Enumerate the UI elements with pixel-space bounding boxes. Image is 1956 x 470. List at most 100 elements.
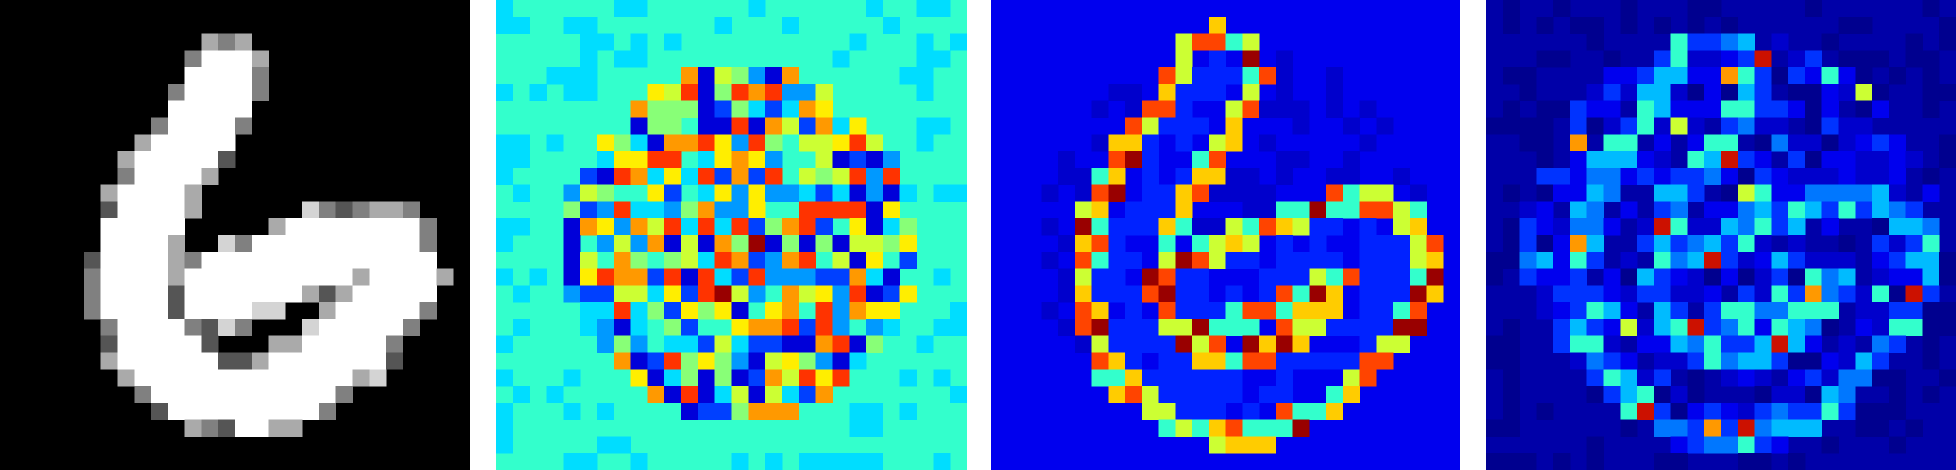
pixel-cell [1359, 352, 1377, 370]
pixel-cell [1225, 318, 1243, 337]
pixel-cell [134, 352, 152, 370]
pixel-cell [1208, 235, 1226, 253]
pixel-cell [697, 167, 716, 185]
pixel-cell [1637, 369, 1655, 387]
pixel-cell [681, 134, 699, 152]
pixel-cell [714, 285, 732, 303]
pixel-cell [580, 67, 598, 85]
pixel-cell [1939, 151, 1956, 169]
pixel-cell [714, 352, 732, 370]
pixel-cell [1158, 318, 1176, 337]
pixel-cell [167, 167, 185, 185]
pixel-cell [1192, 419, 1210, 437]
pixel-cell [1208, 386, 1226, 404]
pixel-cell [748, 369, 766, 387]
pixel-cell [302, 251, 320, 269]
pixel-cell [1603, 285, 1621, 303]
pixel-cell [1242, 352, 1260, 370]
pixel-cell [1553, 218, 1571, 236]
pixel-cell [1603, 134, 1621, 152]
pixel-cell [1502, 335, 1520, 353]
pixel-cell [1074, 235, 1092, 253]
pixel-cell [731, 302, 749, 320]
pixel-cell [798, 335, 816, 353]
pixel-cell [1670, 285, 1688, 303]
pixel-cell [1771, 33, 1789, 51]
pixel-cell [1737, 151, 1755, 169]
pixel-cell [596, 268, 615, 286]
pixel-cell [1125, 318, 1143, 337]
pixel-cell [302, 285, 320, 303]
pixel-cell [1393, 268, 1411, 286]
pixel-cell [798, 201, 816, 219]
pixel-cell [1074, 302, 1092, 320]
pixel-cell [1275, 50, 1293, 68]
pixel-cell [1409, 184, 1427, 202]
pixel-cell [201, 352, 219, 370]
pixel-cell [1922, 352, 1940, 370]
pixel-cell [1637, 318, 1655, 337]
pixel-cell [1125, 201, 1143, 219]
pixel-cell [681, 386, 699, 404]
pixel-cell [1855, 285, 1873, 303]
pixel-cell [1519, 235, 1537, 253]
pixel-cell [251, 83, 269, 102]
pixel-cell [613, 201, 631, 219]
pixel-cell [1888, 386, 1906, 404]
pixel-cell [1225, 184, 1243, 202]
pixel-cell [798, 369, 816, 387]
pixel-cell [866, 201, 884, 219]
pixel-cell [1888, 436, 1906, 454]
pixel-cell [1192, 402, 1210, 420]
pixel-cell [1838, 16, 1856, 34]
pixel-cell [1788, 201, 1806, 219]
pixel-cell [134, 268, 152, 286]
pixel-cell [681, 352, 699, 370]
pixel-cell [1242, 436, 1260, 454]
pixel-cell [1788, 184, 1806, 202]
pixel-cell [285, 251, 303, 269]
pixel-cell [1637, 386, 1655, 404]
pixel-cell [1905, 285, 1923, 303]
pixel-cell [1242, 402, 1260, 420]
pixel-cell [748, 285, 766, 303]
pixel-cell [1687, 184, 1705, 202]
pixel-cell [1721, 184, 1739, 202]
pixel-cell [1158, 335, 1176, 353]
pixel-cell [496, 419, 514, 437]
pixel-cell [1091, 268, 1109, 286]
pixel-cell [1141, 268, 1159, 286]
pixel-cell [151, 285, 169, 303]
pixel-cell [184, 50, 202, 68]
pixel-cell [1804, 302, 1823, 320]
pixel-cell [1192, 151, 1210, 169]
pixel-cell [714, 335, 732, 353]
pixel-cell [134, 318, 152, 337]
pixel-cell [352, 251, 370, 269]
pixel-cell [647, 83, 665, 102]
pixel-cell [1637, 167, 1655, 185]
pixel-cell [1821, 369, 1839, 387]
pixel-cell [184, 302, 202, 320]
pixel-cell [1754, 151, 1772, 169]
pixel-cell [1175, 402, 1193, 420]
pixel-cell [1208, 16, 1226, 34]
pixel-cell [1569, 201, 1588, 219]
pixel-cell [251, 251, 269, 269]
pixel-cell [1091, 285, 1109, 303]
pixel-cell [899, 402, 917, 420]
pixel-cell [1821, 167, 1839, 185]
pixel-cell [117, 235, 135, 253]
pixel-cell [1620, 151, 1638, 169]
pixel-cell [1737, 251, 1755, 269]
pixel-cell [117, 302, 135, 320]
pixel-cell [402, 302, 420, 320]
pixel-cell [882, 16, 901, 34]
pixel-cell [1939, 268, 1956, 286]
pixel-cell [697, 201, 716, 219]
pixel-cell [151, 369, 169, 387]
pixel-cell [1553, 453, 1571, 470]
pixel-cell [1821, 352, 1839, 370]
pixel-cell [1376, 117, 1394, 135]
pixel-cell [1704, 402, 1722, 420]
